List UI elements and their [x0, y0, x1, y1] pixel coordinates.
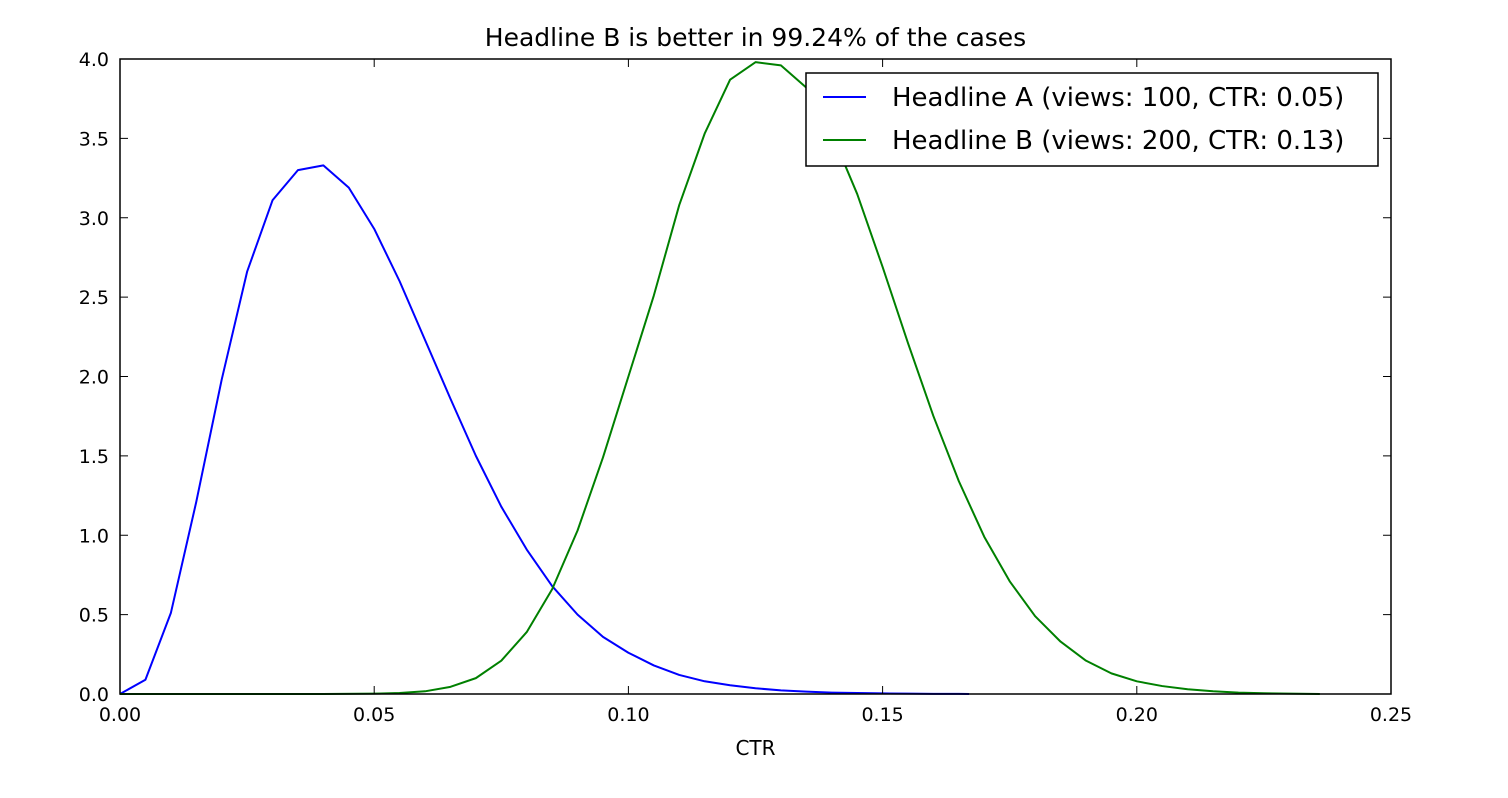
x-axis-label: CTR	[735, 736, 775, 760]
series-line-a	[119, 164, 970, 695]
x-tick-label: 0.05	[353, 704, 395, 726]
legend-entry-label: Headline A (views: 100, CTR: 0.05)	[892, 83, 1344, 113]
x-tick-label: 0.20	[1116, 704, 1158, 726]
y-tick-label: 2.0	[79, 367, 109, 389]
y-tick-label: 2.5	[79, 287, 109, 309]
chart-title: Headline B is better in 99.24% of the ca…	[485, 23, 1026, 52]
x-tick-label: 0.25	[1370, 704, 1412, 726]
legend-entry-label: Headline B (views: 200, CTR: 0.13)	[892, 126, 1344, 156]
y-tick-label: 3.5	[79, 128, 109, 150]
x-tick-label: 0.15	[861, 704, 903, 726]
y-tick-label: 0.5	[79, 605, 109, 627]
legend-box	[805, 72, 1379, 167]
y-tick-label: 1.5	[79, 446, 109, 468]
x-tick-label: 0.00	[99, 704, 141, 726]
y-tick-label: 4.0	[79, 49, 109, 71]
y-tick-label: 1.0	[79, 525, 109, 547]
legend: Headline A (views: 100, CTR: 0.05) Headli…	[805, 72, 1379, 167]
y-tick-label: 3.0	[79, 208, 109, 230]
axis-ticks: 0.00 0.05 0.10 0.15 0.20 0.25 0.0 0.5 1.0 1.5 2.0 2…	[79, 49, 1412, 726]
y-tick-label: 0.0	[79, 684, 109, 706]
x-tick-label: 0.10	[607, 704, 649, 726]
